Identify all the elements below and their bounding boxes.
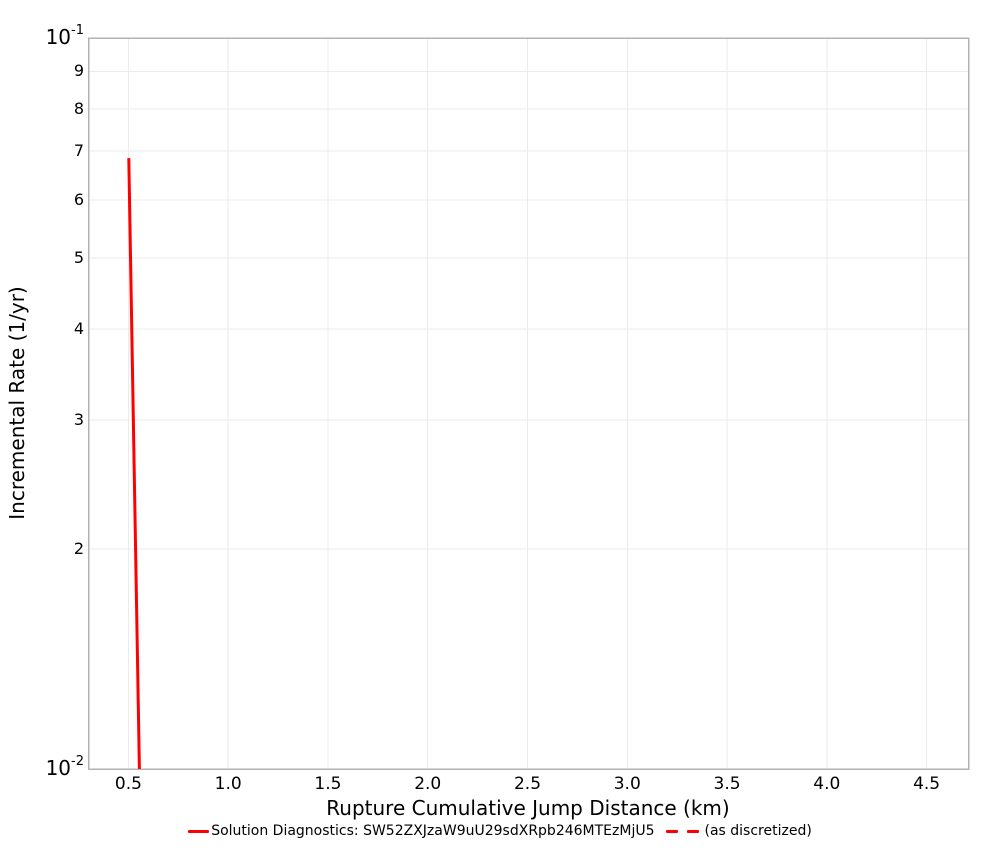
plot-border bbox=[87, 37, 970, 770]
legend: Solution Diagnostics: SW52ZXJzaW9uU29sdX… bbox=[0, 823, 1000, 839]
x-tick-label: 3.0 bbox=[613, 774, 641, 794]
legend-item-solution-diagnostics: Solution Diagnostics: SW52ZXJzaW9uU29sdX… bbox=[188, 823, 654, 839]
y-major-tick-base: 10 bbox=[45, 25, 72, 49]
legend-swatch-dashed-line-icon bbox=[666, 829, 700, 833]
x-tick-label: 4.5 bbox=[913, 774, 941, 794]
x-tick-label: 4.0 bbox=[813, 774, 841, 794]
x-tick-label: 1.5 bbox=[314, 774, 342, 794]
legend-label: Solution Diagnostics: SW52ZXJzaW9uU29sdX… bbox=[211, 823, 655, 839]
y-tick-label: 7 bbox=[73, 141, 84, 161]
series-line-0 bbox=[127, 158, 141, 770]
y-tick-label: 9 bbox=[73, 61, 84, 81]
legend-swatch-solid-line-icon bbox=[188, 829, 210, 833]
y-tick-label: 4 bbox=[73, 318, 84, 338]
x-tick-label: 2.0 bbox=[414, 774, 442, 794]
y-axis-tick-labels: 9 8 7 6 5 4 3 2 10 -1 10 -2 bbox=[0, 0, 84, 850]
x-axis-title: Rupture Cumulative Jump Distance (km) bbox=[326, 796, 730, 820]
y-major-tick-label: 10 -1 bbox=[0, 23, 84, 50]
x-tick-label: 3.5 bbox=[713, 774, 741, 794]
y-major-tick-label: 10 -2 bbox=[0, 754, 84, 781]
x-tick-label: 2.5 bbox=[513, 774, 542, 794]
y-tick-label: 6 bbox=[73, 190, 84, 210]
y-tick-label: 8 bbox=[73, 98, 84, 118]
legend-item-as-discretized: (as discretized) bbox=[664, 823, 812, 839]
y-tick-label: 5 bbox=[73, 248, 84, 268]
legend-label: (as discretized) bbox=[704, 823, 812, 839]
y-tick-label: 2 bbox=[73, 538, 84, 558]
y-tick-label: 3 bbox=[73, 410, 84, 430]
x-tick-label: 1.0 bbox=[214, 774, 242, 794]
y-major-tick-exponent: -1 bbox=[71, 23, 84, 38]
y-major-tick-base: 10 bbox=[45, 756, 72, 780]
x-axis-tick-labels: 0.5 1.0 1.5 2.0 2.5 3.0 3.5 4.0 4.5 bbox=[0, 773, 1000, 797]
y-major-tick-exponent: -2 bbox=[71, 754, 84, 769]
x-tick-label: 0.5 bbox=[114, 774, 142, 794]
